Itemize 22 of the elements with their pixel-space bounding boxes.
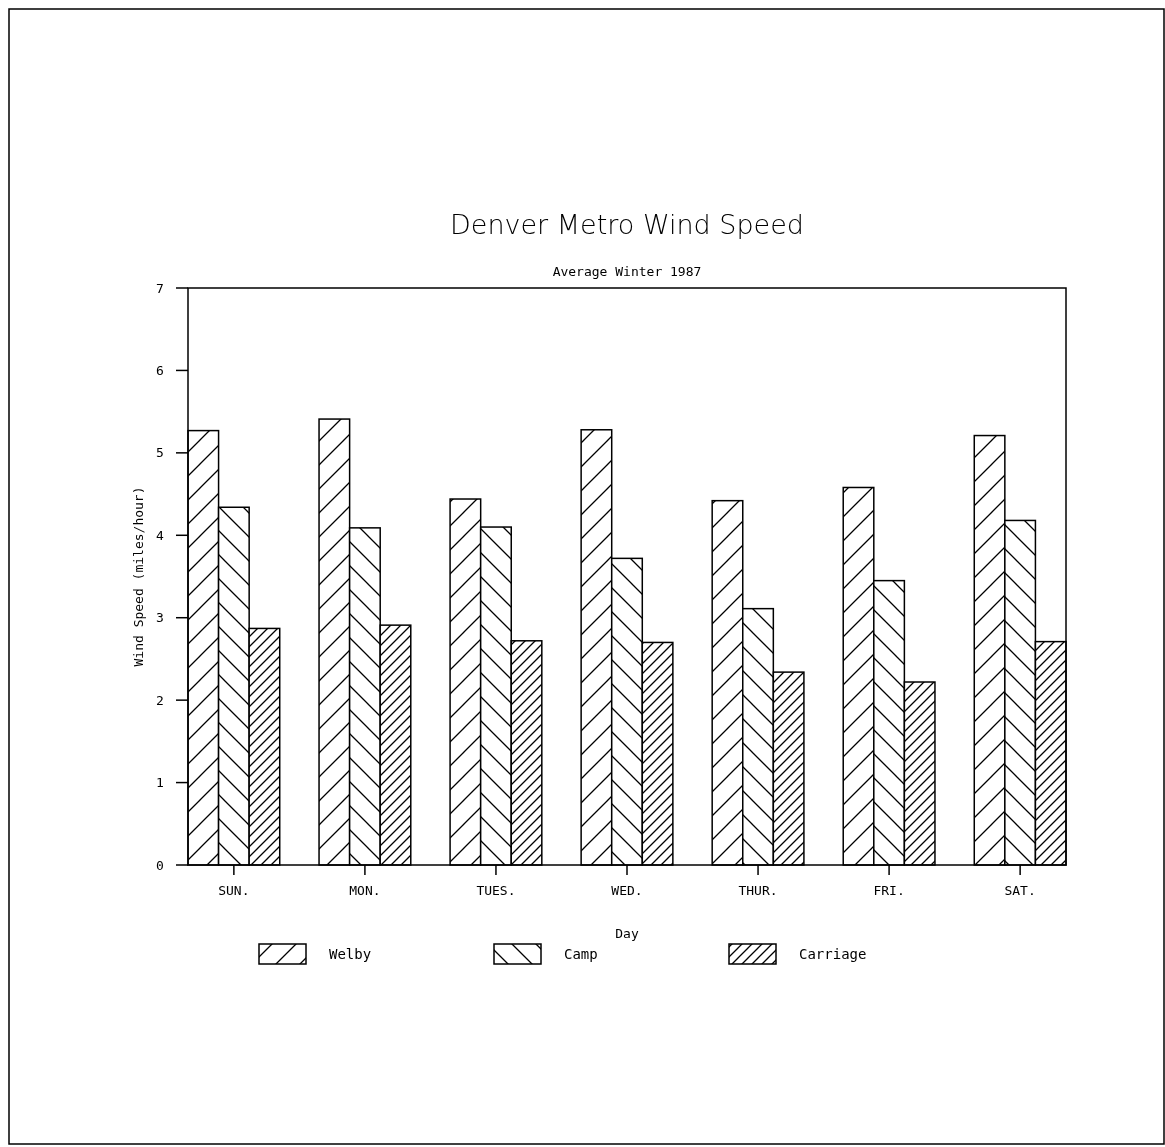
legend-label: Carriage	[799, 945, 867, 962]
y-tick-label: 5	[156, 445, 164, 461]
y-axis-title: Wind Speed (miles/hour)	[131, 486, 146, 667]
x-tick-label: TUES.	[476, 883, 516, 898]
x-tick-label: SAT.	[1004, 883, 1036, 898]
y-tick-label: 4	[156, 527, 165, 543]
y-tick-label: 0	[156, 857, 164, 873]
legend-label: Welby	[329, 945, 372, 962]
y-tick-label: 3	[156, 610, 164, 626]
x-tick-label: MON.	[349, 883, 381, 898]
y-tick-label: 6	[156, 362, 164, 378]
x-tick-label: SUN.	[218, 883, 250, 898]
x-tick-label: WED.	[611, 883, 643, 898]
y-tick-label: 2	[156, 692, 164, 708]
x-tick-label: FRI.	[873, 883, 905, 898]
legend-label: Camp	[564, 945, 598, 962]
chart-subtitle: Average Winter 1987	[552, 264, 702, 279]
chart-title: Denver Metro Wind Speed	[450, 209, 804, 240]
y-tick-label: 1	[156, 775, 164, 791]
x-axis-title: Day	[615, 926, 639, 941]
x-tick-label: THUR.	[738, 883, 778, 898]
y-tick-label: 7	[156, 280, 164, 296]
